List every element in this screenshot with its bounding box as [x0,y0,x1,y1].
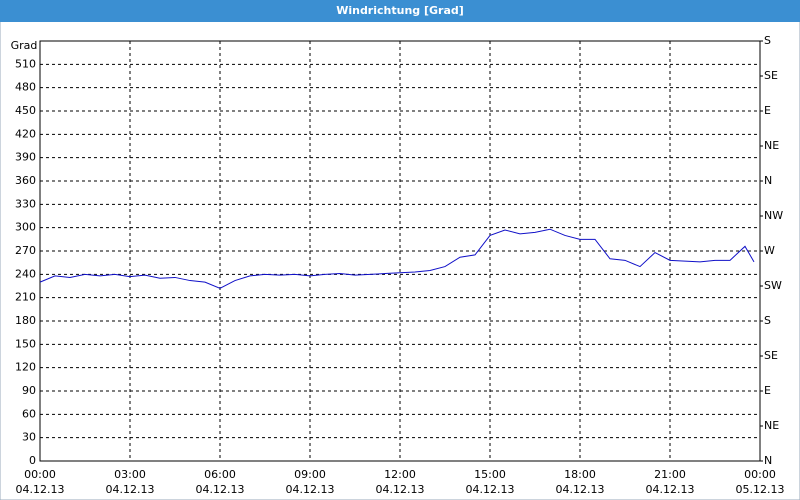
x-tick-date: 04.12.13 [106,483,155,496]
x-tick-label: 06:00 [204,468,236,481]
y2-tick-label: S [764,314,771,327]
x-tick-label: 03:00 [114,468,146,481]
y2-tick-label: E [764,104,771,117]
x-tick-label: 00:00 [744,468,776,481]
y-tick-label: 210 [15,291,36,304]
x-tick-date: 05.12.13 [736,483,785,496]
y2-tick-label: N [764,174,772,187]
y-tick-label: 270 [15,244,36,257]
x-tick-label: 09:00 [294,468,326,481]
x-tick-label: 21:00 [654,468,686,481]
y2-tick-label: NE [764,419,779,432]
y-tick-label: 120 [15,361,36,374]
y-tick-label: 60 [22,407,36,420]
y2-tick-label: N [764,454,772,467]
y2-tick-label: W [764,244,775,257]
x-tick-date: 04.12.13 [16,483,65,496]
x-tick-date: 04.12.13 [376,483,425,496]
y-axis-label: Grad [11,39,38,52]
x-tick-label: 18:00 [564,468,596,481]
y-tick-label: 150 [15,337,36,350]
y-tick-label: 300 [15,221,36,234]
window-title: Windrichtung [Grad] [336,4,464,17]
y-tick-label: 360 [15,174,36,187]
x-tick-date: 04.12.13 [556,483,605,496]
y2-tick-label: SW [764,279,782,292]
y2-tick-label: S [764,34,771,47]
y-tick-label: 390 [15,151,36,164]
y-tick-label: 480 [15,81,36,94]
x-tick-label: 00:00 [24,468,56,481]
y2-tick-label: E [764,384,771,397]
y2-tick-label: NE [764,139,779,152]
y-tick-label: 420 [15,127,36,140]
plot-frame [39,40,761,462]
x-tick-label: 15:00 [474,468,506,481]
x-tick-date: 04.12.13 [646,483,695,496]
y-tick-label: 240 [15,267,36,280]
y-tick-label: 90 [22,384,36,397]
x-tick-label: 12:00 [384,468,416,481]
y-tick-label: 180 [15,314,36,327]
x-tick-date: 04.12.13 [466,483,515,496]
data-line [39,228,755,289]
y-tick-label: 450 [15,104,36,117]
y-tick-label: 30 [22,431,36,444]
y2-tick-label: NW [764,209,783,222]
y2-tick-label: SE [764,69,778,82]
title-bar [0,0,800,22]
y-tick-label: 330 [15,197,36,210]
x-tick-date: 04.12.13 [196,483,245,496]
y-tick-label: 510 [15,57,36,70]
y2-tick-label: SE [764,349,778,362]
y-tick-label: 0 [29,454,36,467]
x-tick-date: 04.12.13 [286,483,335,496]
